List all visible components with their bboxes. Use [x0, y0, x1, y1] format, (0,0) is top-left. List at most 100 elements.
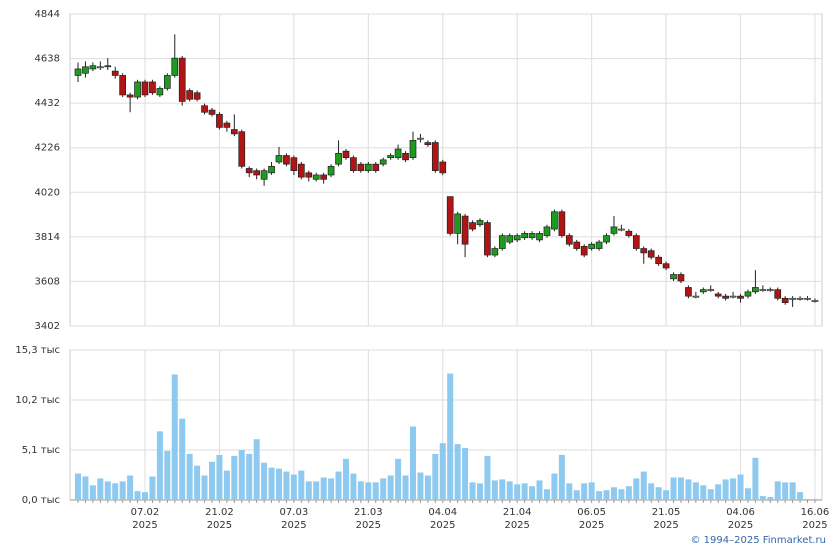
volume-bar [774, 481, 781, 500]
candle-body [774, 289, 782, 299]
candle-body [439, 161, 447, 174]
y-tick-label: 3402 [35, 321, 60, 332]
volume-bar [730, 478, 737, 500]
candle-body [253, 170, 261, 176]
volume-bar [127, 475, 134, 500]
volume-bar [350, 473, 357, 500]
x-tick-label: 21.03 2025 [353, 507, 383, 531]
candle-body [670, 274, 677, 280]
volume-bar [290, 474, 297, 500]
candle-body [126, 94, 134, 98]
volume-bar [320, 477, 327, 500]
candle-body [521, 233, 528, 239]
volume-bar [439, 443, 446, 500]
candle-body [320, 174, 328, 180]
candle-body [245, 168, 253, 174]
candle-body [402, 152, 409, 161]
volume-bar [722, 479, 729, 500]
volume-bar [588, 482, 595, 500]
volume-bar [313, 481, 320, 500]
volume-bar [529, 486, 536, 500]
volume-bar [216, 454, 223, 500]
candle-body [714, 293, 722, 297]
volume-bar [141, 492, 148, 500]
volume-bar [186, 453, 193, 500]
candle-body [506, 235, 514, 243]
volume-bar [752, 457, 759, 500]
candle-body [685, 287, 692, 297]
volume-bar [223, 470, 230, 500]
candle-body [417, 137, 424, 140]
candle-body [260, 170, 268, 180]
candle-body [804, 297, 811, 300]
x-tick-label: 16.06 2025 [800, 507, 830, 531]
candle-body [134, 81, 141, 98]
y-tick-label: 4638 [35, 54, 60, 65]
volume-bar [558, 454, 565, 500]
candle-body [149, 81, 156, 94]
candle-body [82, 66, 89, 74]
candle-body [156, 88, 164, 96]
x-tick-label: 07.02 2025 [130, 507, 160, 531]
candle-body [543, 226, 551, 236]
candle-body [722, 295, 729, 299]
candle-body [89, 65, 97, 70]
candle-body [759, 289, 767, 292]
volume-bar [670, 477, 677, 500]
candle-body [484, 222, 491, 256]
x-tick-label: 21.02 2025 [205, 507, 234, 531]
volume-bar [715, 484, 722, 500]
candle-body [171, 57, 179, 76]
candle-body [119, 75, 127, 96]
x-tick-label: 04.04 2025 [428, 507, 458, 531]
volume-bar [469, 482, 476, 500]
volume-bar [447, 373, 454, 500]
candle-body [573, 241, 581, 249]
candle-body [216, 114, 223, 128]
volume-bar [491, 480, 498, 500]
candle-body [580, 246, 588, 256]
candle-body [588, 243, 595, 249]
volume-bar [335, 471, 342, 500]
candle-body [163, 75, 171, 89]
x-tick-label: 21.04 2025 [502, 507, 532, 531]
candle-body [551, 211, 558, 230]
volume-bar [149, 476, 156, 500]
y-tick-label: 4844 [35, 9, 60, 20]
candle-body [297, 163, 305, 178]
candle-body [305, 172, 313, 178]
volume-bar [208, 461, 215, 500]
volume-bar [432, 453, 439, 500]
x-tick-label: 21.05 2025 [651, 507, 681, 531]
volume-bar [484, 455, 491, 500]
volume-bar [462, 448, 469, 500]
volume-bar [89, 485, 96, 500]
volume-bar [811, 499, 818, 500]
volume-bar [625, 486, 632, 500]
candle-body [625, 230, 633, 236]
volume-bar [677, 477, 684, 500]
candle-body [327, 165, 335, 176]
candle-body [178, 57, 186, 102]
candle-body [513, 235, 521, 241]
candle-body [677, 274, 685, 282]
candle-body [104, 65, 112, 68]
volume-bar [767, 497, 774, 500]
candle-body [744, 291, 752, 297]
candle-body [193, 92, 201, 100]
volume-bar [387, 475, 394, 500]
candle-body [662, 263, 670, 269]
y2-tick-label: 15,3 тыс [15, 345, 60, 356]
volume-bar [655, 487, 662, 500]
volume-bar [253, 439, 260, 500]
candle-body [350, 157, 357, 171]
volume-bar [514, 484, 521, 500]
volume-bar [365, 482, 372, 500]
volume-bar [640, 471, 647, 500]
candle-body [379, 159, 387, 165]
candle-body [811, 300, 819, 302]
volume-bar [804, 499, 811, 500]
volume-bar [707, 489, 714, 500]
candle-body [290, 157, 298, 171]
